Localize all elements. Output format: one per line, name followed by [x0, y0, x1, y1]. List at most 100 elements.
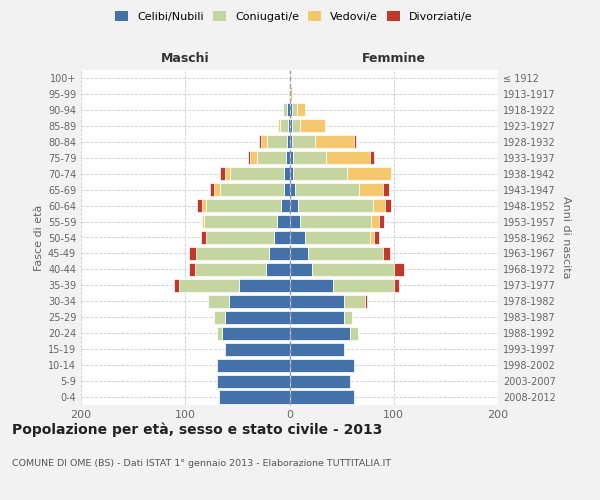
Bar	[230, 167, 284, 180]
Bar	[290, 247, 308, 260]
Bar	[290, 151, 293, 164]
Bar	[225, 310, 290, 324]
Bar	[290, 167, 293, 180]
Bar	[248, 151, 250, 164]
Bar	[220, 167, 225, 180]
Bar	[350, 326, 358, 340]
Y-axis label: Anni di nascita: Anni di nascita	[561, 196, 571, 279]
Text: COMUNE DI OME (BS) - Dati ISTAT 1° gennaio 2013 - Elaborazione TUTTITALIA.IT: COMUNE DI OME (BS) - Dati ISTAT 1° genna…	[12, 459, 391, 468]
Bar	[292, 135, 314, 148]
Bar	[394, 279, 399, 292]
Bar	[394, 263, 404, 276]
Bar	[308, 247, 383, 260]
Bar	[305, 231, 370, 244]
Bar	[290, 104, 292, 117]
Bar	[239, 279, 290, 292]
Bar	[201, 231, 206, 244]
Bar	[225, 167, 230, 180]
Bar	[218, 390, 290, 404]
Bar	[290, 135, 292, 148]
Bar	[217, 374, 290, 388]
Bar	[197, 199, 202, 212]
Text: Maschi: Maschi	[161, 52, 209, 65]
Bar	[257, 151, 286, 164]
Bar	[290, 358, 354, 372]
Bar	[250, 151, 257, 164]
Bar	[373, 199, 385, 212]
Bar	[313, 263, 394, 276]
Bar	[214, 310, 225, 324]
Bar	[344, 310, 352, 324]
Text: Popolazione per età, sesso e stato civile - 2013: Popolazione per età, sesso e stato civil…	[12, 422, 382, 437]
Bar	[379, 215, 385, 228]
Bar	[206, 231, 274, 244]
Bar	[262, 135, 266, 148]
Bar	[290, 295, 344, 308]
Bar	[292, 104, 297, 117]
Bar	[354, 135, 356, 148]
Bar	[298, 199, 373, 212]
Bar	[284, 167, 290, 180]
Bar	[217, 326, 222, 340]
Bar	[290, 263, 313, 276]
Bar	[347, 167, 391, 180]
Bar	[202, 215, 204, 228]
Bar	[300, 215, 371, 228]
Bar	[286, 151, 290, 164]
Bar	[290, 390, 354, 404]
Bar	[370, 151, 374, 164]
Bar	[179, 279, 239, 292]
Bar	[287, 135, 290, 148]
Bar	[290, 120, 292, 132]
Bar	[290, 342, 344, 355]
Y-axis label: Fasce di età: Fasce di età	[34, 204, 44, 270]
Bar	[194, 263, 266, 276]
Bar	[290, 215, 300, 228]
Bar	[326, 151, 370, 164]
Bar	[281, 199, 290, 212]
Bar	[293, 151, 326, 164]
Bar	[280, 120, 289, 132]
Bar	[383, 183, 389, 196]
Bar	[385, 199, 391, 212]
Bar	[208, 295, 229, 308]
Bar	[290, 326, 350, 340]
Bar	[370, 231, 374, 244]
Bar	[365, 295, 367, 308]
Bar	[290, 88, 292, 101]
Legend: Celibi/Nubili, Coniugati/e, Vedovi/e, Divorziati/e: Celibi/Nubili, Coniugati/e, Vedovi/e, Di…	[111, 6, 477, 26]
Bar	[290, 310, 344, 324]
Bar	[225, 342, 290, 355]
Bar	[229, 295, 290, 308]
Bar	[290, 279, 333, 292]
Bar	[290, 374, 350, 388]
Bar	[297, 104, 305, 117]
Text: Femmine: Femmine	[362, 52, 426, 65]
Bar	[174, 279, 179, 292]
Bar	[217, 358, 290, 372]
Bar	[293, 167, 347, 180]
Bar	[295, 183, 359, 196]
Bar	[383, 247, 389, 260]
Bar	[292, 120, 300, 132]
Bar	[190, 247, 196, 260]
Bar	[277, 215, 290, 228]
Bar	[214, 183, 220, 196]
Bar	[220, 183, 284, 196]
Bar	[290, 231, 305, 244]
Bar	[266, 135, 287, 148]
Bar	[333, 279, 394, 292]
Bar	[284, 183, 290, 196]
Bar	[274, 231, 290, 244]
Bar	[190, 263, 194, 276]
Bar	[210, 183, 214, 196]
Bar	[196, 247, 269, 260]
Bar	[278, 120, 280, 132]
Bar	[374, 231, 379, 244]
Bar	[289, 120, 290, 132]
Bar	[371, 215, 379, 228]
Bar	[269, 247, 290, 260]
Bar	[283, 104, 287, 117]
Bar	[290, 183, 295, 196]
Bar	[314, 135, 354, 148]
